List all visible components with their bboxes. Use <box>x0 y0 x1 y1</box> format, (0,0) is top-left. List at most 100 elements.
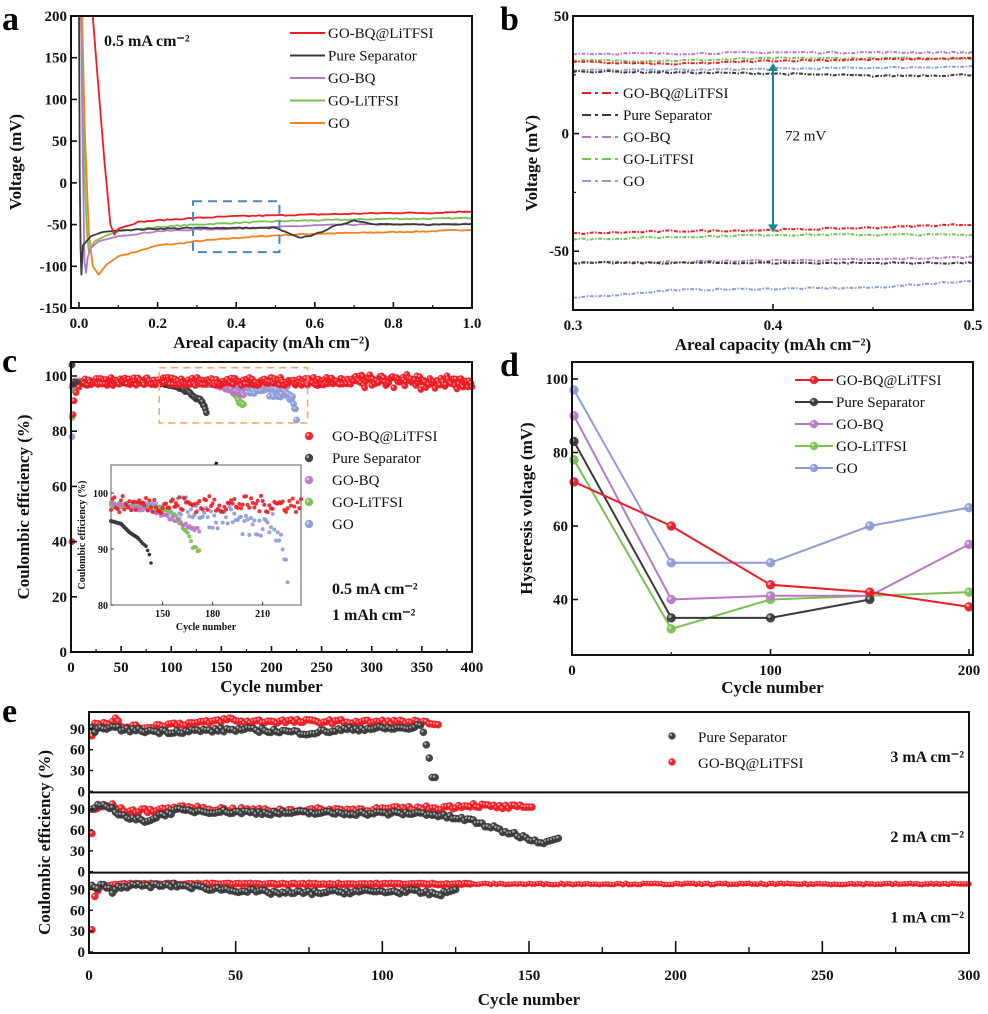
series-line-lower <box>572 280 974 299</box>
data-point-highlight <box>966 504 970 508</box>
data-point-highlight <box>911 882 914 885</box>
data-point-highlight <box>215 885 219 889</box>
data-point-highlight <box>418 387 422 390</box>
data-point <box>865 521 875 531</box>
inset-data-point <box>159 510 163 515</box>
data-point-highlight <box>668 559 672 563</box>
data-point-highlight <box>697 881 700 884</box>
data-point-go-bq-litfsi <box>361 384 369 392</box>
data-point-highlight <box>109 375 112 378</box>
data-point-highlight <box>306 477 310 481</box>
data-point-highlight <box>600 882 603 885</box>
data-point-highlight <box>770 881 773 884</box>
inset-data-point <box>187 534 192 539</box>
inset-data-point <box>284 557 288 562</box>
inset-data-point <box>294 510 298 515</box>
data-point-highlight <box>826 882 829 885</box>
data-point-highlight <box>252 391 255 394</box>
inset-data-point <box>112 495 117 500</box>
current-density-label: 3 mA cm⁻² <box>890 749 964 766</box>
data-point <box>425 754 434 762</box>
data-point-highlight <box>147 378 150 381</box>
data-point-highlight <box>279 391 282 394</box>
panel-letter-c: c <box>2 343 17 380</box>
data-point-highlight <box>174 728 178 731</box>
inset-data-point <box>192 502 197 507</box>
data-point-highlight <box>532 837 536 841</box>
inset-data-point <box>257 518 262 523</box>
data-point-highlight <box>291 401 294 404</box>
inset-data-point <box>177 517 182 522</box>
data-point-highlight <box>293 406 296 410</box>
data-point-highlight <box>474 882 477 885</box>
data-point-highlight <box>101 802 104 805</box>
data-point-highlight <box>124 726 128 729</box>
data-point <box>451 885 460 894</box>
data-point-highlight <box>432 805 436 809</box>
legend-label: Pure Separator <box>698 730 787 746</box>
series-line-lower <box>572 232 974 241</box>
hysteresis-annotation: 72 mV <box>785 129 826 145</box>
data-point-highlight <box>382 379 385 383</box>
data-point-highlight <box>866 596 870 600</box>
data-point-highlight <box>864 881 867 884</box>
subpanel-1 <box>88 714 442 782</box>
data-point <box>765 613 776 623</box>
inset-frame <box>110 464 302 606</box>
data-point-highlight <box>104 804 107 807</box>
data-point-highlight <box>391 718 395 721</box>
y-tick-label: 50 <box>52 134 67 150</box>
data-point-highlight <box>423 719 427 722</box>
data-point-highlight <box>441 812 445 815</box>
data-point-highlight <box>280 717 283 721</box>
data-point-highlight <box>145 375 148 378</box>
data-point-highlight <box>559 881 562 884</box>
y-tick-label: 150 <box>45 51 68 67</box>
y-tick-label: 60 <box>553 519 568 535</box>
data-point-highlight <box>520 833 524 836</box>
current-density-label: 1 mA cm⁻² <box>890 909 964 926</box>
legend-marker <box>304 475 314 485</box>
data-point-highlight <box>459 815 462 818</box>
data-point-highlight <box>286 888 289 892</box>
inset-data-point <box>207 525 212 530</box>
data-point-highlight <box>327 809 330 812</box>
data-point-highlight <box>879 882 882 885</box>
data-point-highlight <box>650 882 653 884</box>
data-point-highlight <box>236 397 239 400</box>
y-tick-label: 80 <box>52 424 67 440</box>
legend-marker <box>809 441 819 451</box>
data-point-highlight <box>400 718 404 722</box>
data-point-highlight <box>966 541 970 545</box>
inset-data-point <box>259 493 263 498</box>
x-tick-label: 300 <box>361 660 384 676</box>
inset-data-point <box>255 498 260 503</box>
data-point-highlight <box>665 882 667 885</box>
y-tick-label: -100 <box>40 259 68 275</box>
data-point-highlight <box>253 727 257 731</box>
data-point-highlight <box>303 376 306 379</box>
data-point-highlight <box>195 375 198 378</box>
data-point-highlight <box>107 885 110 889</box>
data-point-highlight <box>618 881 621 884</box>
data-point-highlight <box>647 881 650 884</box>
data-point-highlight <box>715 881 717 884</box>
data-point-highlight <box>282 388 285 391</box>
inset-y-tick-label: 90 <box>98 545 108 556</box>
data-point-highlight <box>256 809 260 812</box>
inset-data-point <box>170 497 175 502</box>
panel-letter-d: d <box>500 347 519 384</box>
data-point-highlight <box>644 881 647 884</box>
data-point-highlight <box>866 589 870 593</box>
y-tick-label: 40 <box>52 535 67 551</box>
data-point-highlight <box>262 806 266 810</box>
data-point-highlight <box>964 882 967 885</box>
x-tick-label: 0.2 <box>148 316 167 332</box>
data-point-highlight <box>432 812 436 816</box>
panel-letter-b: b <box>500 1 519 38</box>
subpanel-3 <box>88 879 972 934</box>
data-point-highlight <box>139 817 142 821</box>
data-point-highlight <box>290 394 293 397</box>
data-point-highlight <box>115 718 119 722</box>
inset-y-axis-title: Coulombic efficiency (%) <box>77 481 88 590</box>
